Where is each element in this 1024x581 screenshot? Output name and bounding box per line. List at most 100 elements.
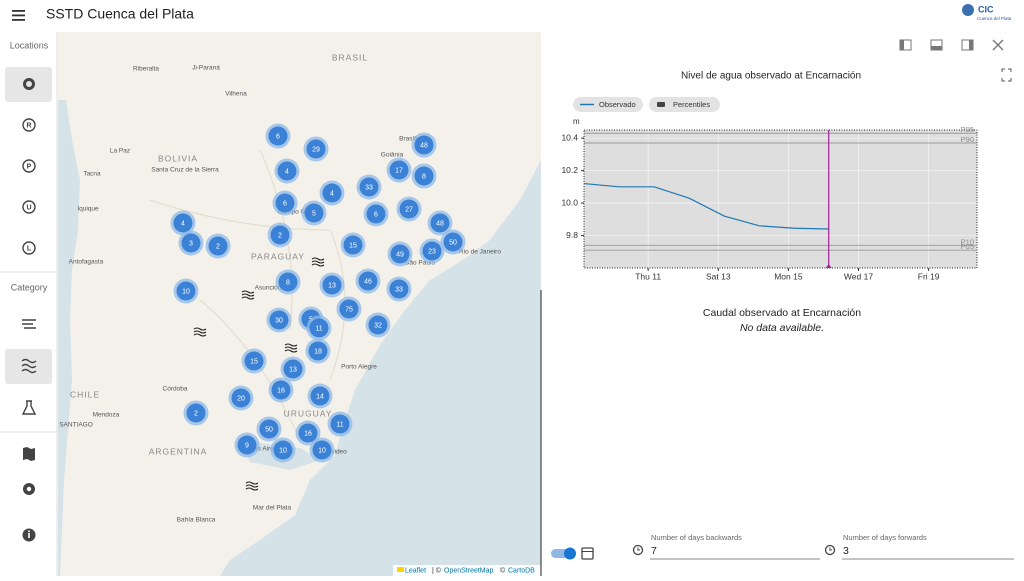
chart-title: Nivel de agua observado at Encarnación [681,71,861,82]
cluster[interactable] [268,126,288,146]
cluster-count: 4 [330,190,334,197]
cluster[interactable] [389,160,409,180]
cluster[interactable] [366,204,386,224]
legend-pill[interactable] [649,97,720,112]
cluster-count: 14 [316,393,324,400]
lab-icon[interactable] [21,400,37,415]
cluster[interactable] [244,351,264,371]
location-icon[interactable] [22,118,36,132]
country-label: BOLIVIA [158,153,198,163]
clock-icon [632,544,644,556]
attribution-leaflet[interactable]: Leaflet [405,567,426,574]
cluster[interactable] [308,341,328,361]
location-icon-letter: L [27,245,32,252]
attribution-bg [393,565,541,576]
flow-title: Caudal observado at Encarnación [703,307,861,319]
station-icon[interactable] [193,327,207,337]
attribution-osm[interactable]: OpenStreetMap [444,567,494,574]
weather-icon[interactable] [22,319,36,329]
cluster[interactable] [322,183,342,203]
cluster[interactable] [339,299,359,319]
station-icon[interactable] [241,290,255,300]
info-icon[interactable] [22,528,36,542]
attribution-carto[interactable]: CartoDB [508,567,535,574]
cluster[interactable] [309,318,329,338]
cluster[interactable] [414,135,434,155]
cluster[interactable] [176,281,196,301]
cluster-count: 8 [286,279,290,286]
legend-pill[interactable] [573,97,643,112]
cluster[interactable] [443,232,463,252]
cluster[interactable] [414,166,434,186]
cluster[interactable] [273,440,293,460]
cluster[interactable] [389,279,409,299]
city-label: Porto Alegre [341,364,377,371]
cluster[interactable] [310,386,330,406]
cluster[interactable] [181,233,201,253]
location-icon[interactable] [22,241,36,255]
cluster[interactable] [270,225,290,245]
forwards-input[interactable]: 3 [843,545,849,557]
panel-bottom-button[interactable] [930,39,943,51]
flow-message: No data available. [740,322,824,334]
cluster[interactable] [278,272,298,292]
cluster-count: 30 [275,317,283,324]
locations-label: Locations [10,40,49,50]
settings-icon[interactable] [23,483,35,495]
cluster[interactable] [271,380,291,400]
cluster[interactable] [304,203,324,223]
cluster[interactable] [283,359,303,379]
cluster[interactable] [368,315,388,335]
station-icon[interactable] [311,257,325,267]
calendar-icon[interactable] [581,547,594,560]
cluster[interactable] [358,271,378,291]
panel-right-button[interactable] [961,39,974,51]
active-button[interactable] [5,349,52,384]
logo-icon [962,4,974,16]
cluster-count: 4 [285,168,289,175]
toggle[interactable] [551,547,576,560]
close-button[interactable] [992,39,1004,51]
menu-button[interactable] [12,10,25,21]
cluster[interactable] [343,235,363,255]
cluster-count: 20 [237,395,245,402]
backwards-input[interactable]: 7 [651,545,657,557]
cluster[interactable] [275,193,295,213]
station-icon[interactable] [284,343,298,353]
cluster[interactable] [430,213,450,233]
cluster[interactable] [231,388,251,408]
legend-label: Percentiles [673,100,710,109]
location-icon-letter: U [26,204,31,211]
cluster[interactable] [312,440,332,460]
cluster-count: 16 [277,387,285,394]
cluster[interactable] [269,310,289,330]
cluster[interactable] [173,213,193,233]
cluster[interactable] [259,419,279,439]
cluster[interactable] [422,241,442,261]
cluster[interactable] [322,275,342,295]
app-title: SSTD Cuenca del Plata [46,6,194,22]
city-label: Mar del Plata [253,505,292,512]
cluster[interactable] [208,236,228,256]
city-label: Brasília [399,136,421,143]
station-icon[interactable] [245,481,259,491]
map[interactable] [58,32,541,576]
location-icon[interactable] [22,200,36,214]
cluster[interactable] [330,414,350,434]
cluster[interactable] [306,139,326,159]
logo: CIC [978,4,994,14]
cluster[interactable] [359,177,379,197]
city-label: Antofagasta [69,259,104,266]
y-tick-label: 10.2 [561,165,578,175]
cluster[interactable] [237,435,257,455]
cluster[interactable] [399,199,419,219]
cluster[interactable] [277,161,297,181]
cluster[interactable] [390,244,410,264]
location-icon[interactable] [22,159,36,173]
cluster[interactable] [298,423,318,443]
cluster[interactable] [186,403,206,423]
cluster-count: 10 [182,288,190,295]
panel-left-button[interactable] [899,39,912,51]
map-icon[interactable] [23,447,35,461]
fullscreen-button[interactable] [1001,68,1012,82]
